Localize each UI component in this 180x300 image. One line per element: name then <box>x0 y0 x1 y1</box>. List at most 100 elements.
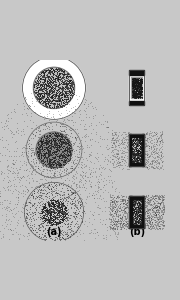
Point <box>0 171 2 176</box>
Point <box>162 206 165 211</box>
Point <box>55 72 58 76</box>
Point <box>3 242 6 247</box>
Point <box>146 200 148 204</box>
Point <box>53 144 56 149</box>
Point <box>32 146 35 151</box>
Point <box>138 216 140 220</box>
Point <box>44 88 47 93</box>
Point <box>69 192 72 197</box>
Point <box>84 164 87 169</box>
Point <box>67 86 70 91</box>
Point <box>1 247 4 251</box>
Point <box>1 238 4 243</box>
Point <box>74 135 77 140</box>
Point <box>136 140 139 145</box>
Point <box>132 222 135 227</box>
Point <box>59 204 62 209</box>
Point <box>59 164 62 169</box>
Point <box>6 187 9 192</box>
Point <box>153 219 156 224</box>
Point <box>43 82 46 87</box>
Point <box>131 151 134 156</box>
Point <box>117 218 120 223</box>
Point <box>35 130 38 134</box>
Point <box>118 142 121 147</box>
Point <box>38 272 40 277</box>
Point <box>52 159 55 164</box>
Point <box>70 86 73 91</box>
Point <box>61 136 64 140</box>
Point <box>107 145 110 150</box>
Point <box>47 140 50 145</box>
Point <box>66 94 69 99</box>
Point <box>132 94 134 99</box>
Point <box>127 141 129 146</box>
Point <box>62 129 65 134</box>
Point <box>40 91 43 95</box>
Point <box>135 197 138 202</box>
Point <box>146 193 149 197</box>
Point <box>57 71 60 76</box>
Point <box>45 222 48 227</box>
Point <box>140 202 143 207</box>
Point <box>127 142 130 147</box>
Point <box>81 170 84 175</box>
Point <box>145 209 147 214</box>
Point <box>70 82 73 87</box>
Point <box>134 215 136 220</box>
Point <box>68 98 71 103</box>
Point <box>131 146 134 151</box>
Point <box>32 161 35 166</box>
Point <box>43 76 46 81</box>
Point <box>150 224 153 228</box>
Point <box>136 212 139 216</box>
Point <box>39 95 41 100</box>
Bar <box>129 225 144 228</box>
Point <box>148 219 151 224</box>
Point <box>46 83 49 88</box>
Point <box>119 224 122 228</box>
Point <box>67 159 70 164</box>
Point <box>47 218 50 223</box>
Point <box>63 70 66 75</box>
Point <box>131 148 134 153</box>
Point <box>50 156 53 161</box>
Point <box>90 193 93 197</box>
Point <box>146 204 149 209</box>
Point <box>49 70 51 75</box>
Point <box>68 152 71 157</box>
Point <box>123 213 126 218</box>
Point <box>139 158 142 163</box>
Point <box>46 140 49 144</box>
Point <box>55 188 58 193</box>
Point <box>154 131 157 136</box>
Point <box>160 133 163 138</box>
Point <box>54 160 57 165</box>
Point <box>62 96 65 101</box>
Point <box>114 212 117 216</box>
Point <box>53 69 56 74</box>
Point <box>131 202 134 207</box>
Point <box>48 219 51 224</box>
Point <box>31 99 34 104</box>
Point <box>132 199 135 204</box>
Point <box>148 217 150 222</box>
Point <box>136 86 139 91</box>
Point <box>158 208 160 213</box>
Point <box>122 158 125 162</box>
Point <box>28 179 30 184</box>
Point <box>131 79 134 83</box>
Point <box>14 244 17 249</box>
Point <box>70 78 73 83</box>
Point <box>152 206 155 211</box>
Point <box>61 164 64 168</box>
Point <box>155 142 158 147</box>
Point <box>138 208 141 213</box>
Point <box>132 80 135 84</box>
Point <box>81 200 84 205</box>
Point <box>113 132 116 137</box>
Point <box>75 161 77 166</box>
Point <box>114 209 117 214</box>
Point <box>135 136 138 141</box>
Point <box>126 225 129 230</box>
